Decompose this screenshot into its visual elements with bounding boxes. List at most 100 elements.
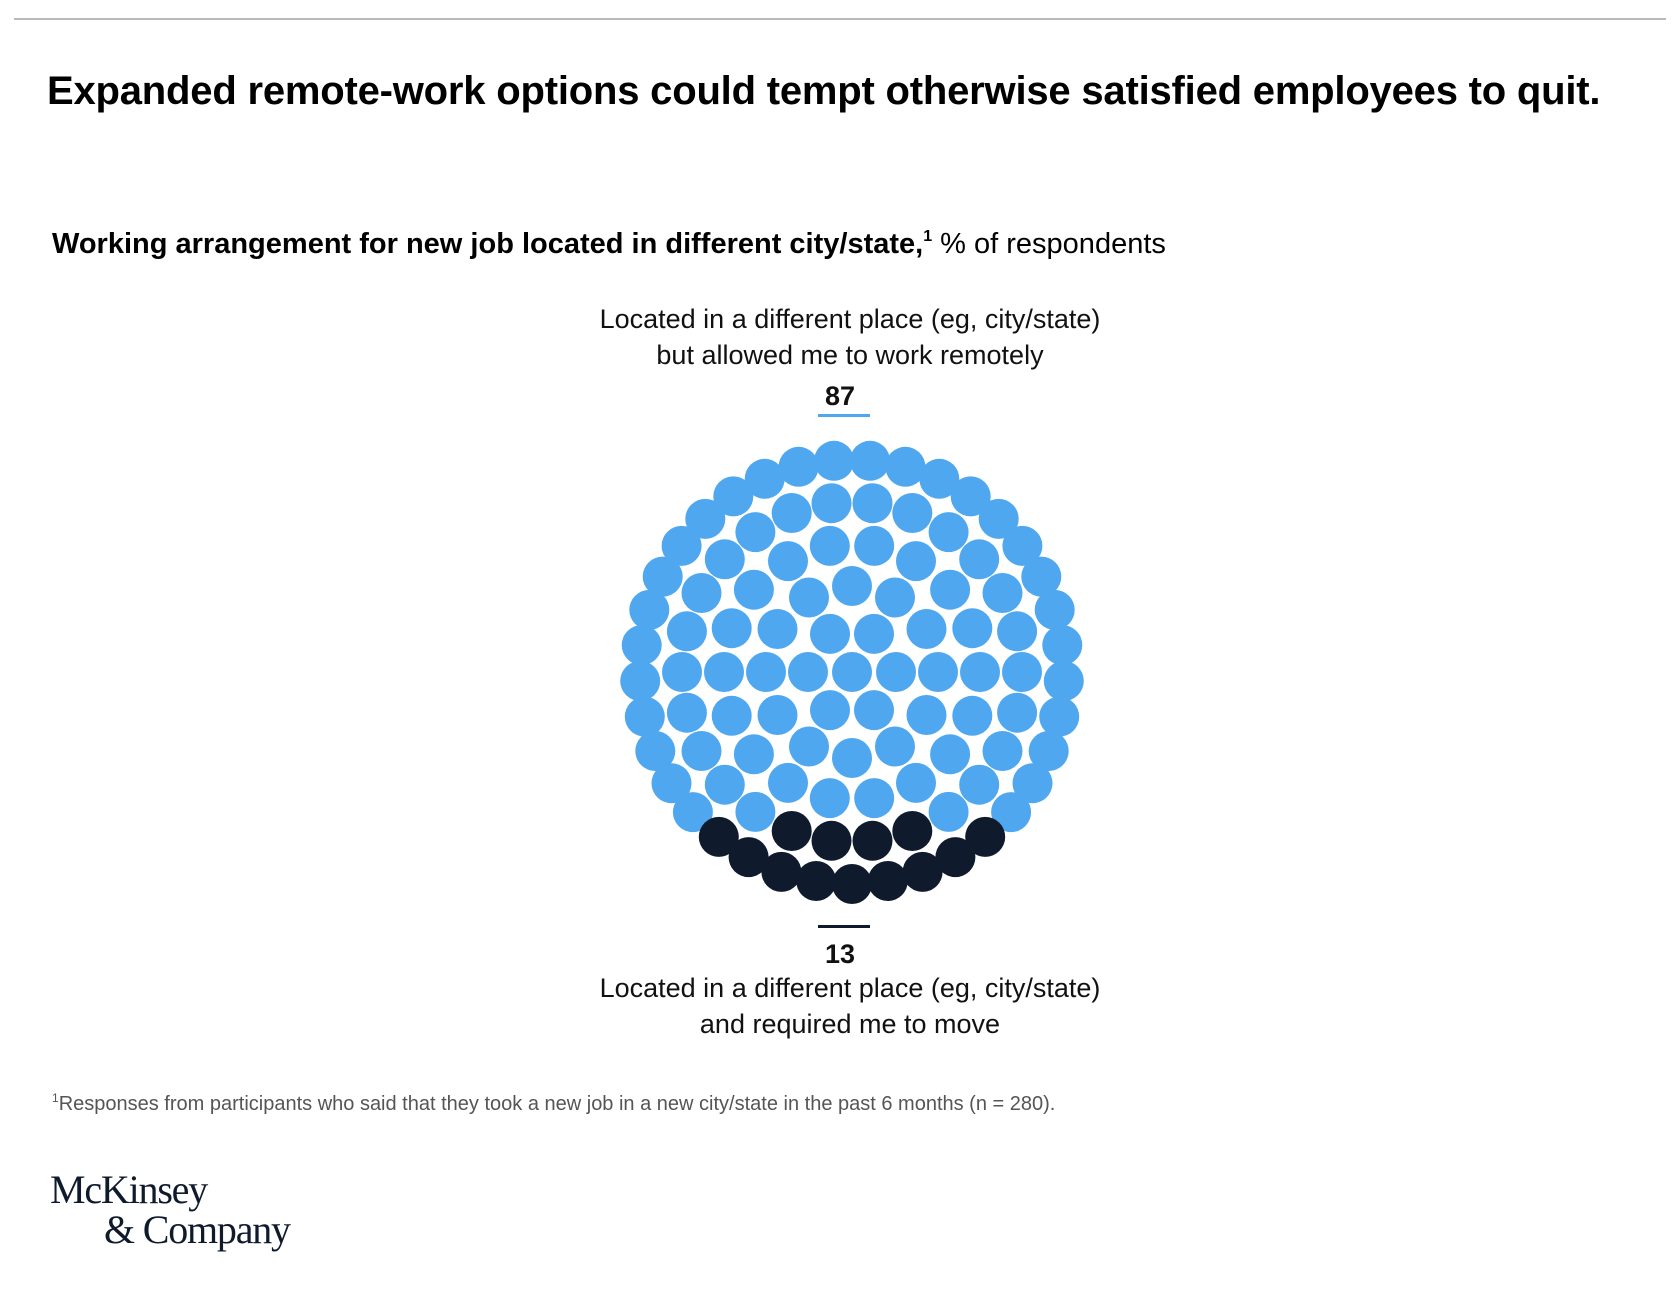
dot-remote	[704, 764, 745, 805]
dot-remote	[711, 608, 752, 649]
remote-value: 87	[824, 381, 856, 411]
footnote-marker: 1	[52, 1091, 59, 1105]
dot-remote	[810, 613, 850, 654]
dot-remote	[672, 792, 713, 833]
dot-remote	[814, 440, 854, 481]
dot-remote	[1034, 589, 1075, 630]
dot-remote	[832, 566, 872, 606]
dot-remote	[811, 483, 852, 524]
dot-remote	[918, 652, 958, 692]
dot-remote	[666, 692, 707, 733]
dot-move	[832, 864, 872, 904]
dot-remote	[854, 525, 895, 566]
dot-remote	[1012, 763, 1053, 804]
remote-label-line1: Located in a different place (eg, city/s…	[599, 304, 1101, 334]
dot-move	[771, 811, 812, 851]
dot-move	[892, 811, 933, 851]
dot-remote	[1042, 625, 1083, 666]
dot-remote	[906, 695, 947, 735]
chart-title: Expanded remote-work options could tempt…	[47, 69, 1601, 113]
dot-remote	[744, 458, 785, 499]
subtitle-bold: Working arrangement for new job located …	[52, 228, 924, 260]
footnote-text: Responses from participants who said tha…	[58, 1093, 1056, 1115]
dot-remote	[746, 652, 786, 692]
dot-remote	[733, 734, 774, 775]
move-value-rule	[818, 925, 870, 928]
subtitle-footnote-marker: 1	[923, 228, 933, 245]
dot-remote	[713, 476, 754, 517]
dot-move	[728, 837, 769, 878]
dot-remote	[809, 778, 850, 819]
dot-remote	[789, 577, 829, 618]
dot-move	[867, 861, 908, 901]
dot-move	[761, 851, 802, 892]
dot-remote	[642, 556, 683, 597]
dot-remote	[978, 498, 1019, 539]
remote-category-label: Located in a different place (eg, city/s…	[430, 301, 1270, 373]
dot-remote	[1021, 556, 1062, 597]
dot-remote	[704, 652, 744, 692]
logo-line2: & Company	[104, 1207, 291, 1252]
dot-remote	[832, 738, 872, 778]
dot-remote	[896, 541, 936, 582]
dot-remote	[661, 525, 702, 566]
dot-remote	[854, 690, 894, 731]
dot-remote	[959, 539, 1000, 580]
dot-remote	[982, 573, 1023, 613]
dot-remote	[809, 525, 850, 566]
dot-remote	[991, 792, 1032, 833]
dot-remote	[854, 613, 894, 654]
dot-remote	[875, 577, 915, 618]
dot-remote	[733, 569, 774, 610]
dot-remote	[928, 512, 969, 553]
dot-remote	[952, 608, 993, 649]
dot-remote	[771, 493, 812, 533]
dot-remote	[1043, 661, 1084, 701]
dot-remote	[666, 611, 707, 652]
dot-remote	[810, 690, 850, 731]
dot-remote	[1028, 731, 1069, 771]
move-label-line2: and required me to move	[699, 1009, 1001, 1039]
mckinsey-logo: McKinsey & Company	[50, 1167, 291, 1252]
dot-remote	[960, 652, 1000, 692]
dot-remote	[930, 569, 971, 610]
dot-remote	[1002, 525, 1043, 566]
dot-remote	[850, 440, 890, 481]
dot-remote	[704, 539, 745, 580]
dot-remote	[711, 695, 752, 736]
dot-remote	[778, 446, 819, 487]
dot-remote	[768, 541, 808, 582]
dot-remote	[952, 695, 993, 736]
dot-remote	[624, 696, 665, 737]
dot-remote	[789, 726, 829, 767]
dot-remote	[928, 791, 969, 832]
remote-label-line2: but allowed me to work remotely	[656, 340, 1044, 370]
move-label-line1: Located in a different place (eg, city/s…	[599, 973, 1101, 1003]
subtitle-unit: % of respondents	[932, 228, 1166, 260]
dot-remote	[875, 726, 915, 767]
dot-remote	[997, 692, 1038, 733]
dot-move	[811, 820, 852, 861]
logo-line1: McKinsey	[50, 1167, 208, 1212]
remote-value-rule	[818, 414, 870, 417]
dot-remote	[620, 661, 661, 701]
dot-remote	[681, 573, 722, 613]
move-value: 13	[824, 939, 856, 969]
dot-move	[852, 820, 893, 861]
dot-move	[698, 816, 739, 857]
dot-remote	[1039, 696, 1080, 737]
dot-remote	[876, 652, 916, 692]
dot-remote	[635, 731, 676, 771]
footnote: 1Responses from participants who said th…	[52, 1091, 1055, 1117]
dot-remote	[896, 762, 936, 803]
dot-remote	[735, 512, 776, 553]
dot-remote	[662, 652, 702, 692]
dot-remote	[892, 493, 933, 533]
dot-remote	[681, 731, 722, 771]
dot-remote	[930, 734, 971, 775]
dot-remote	[768, 762, 808, 803]
dot-move	[796, 861, 837, 901]
dot-remote	[982, 731, 1023, 771]
dot-remote	[685, 498, 726, 539]
dot-remote	[651, 763, 692, 804]
